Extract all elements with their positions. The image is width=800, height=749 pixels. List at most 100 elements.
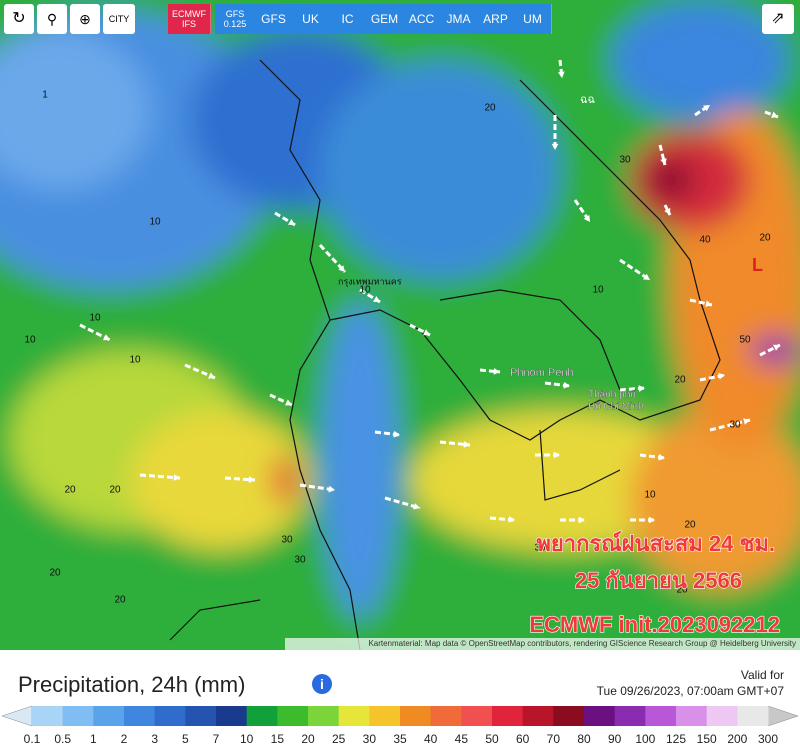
legend-swatch: [492, 706, 524, 726]
legend-label: 50: [485, 732, 499, 746]
wind-arrow: [694, 103, 711, 117]
legend-swatch: [400, 706, 432, 726]
legend-label: 200: [727, 732, 747, 746]
legend-label: 150: [697, 732, 717, 746]
wind-arrow-head: [248, 476, 255, 483]
contour-label: 20: [484, 103, 496, 114]
contour-label: 30: [281, 535, 293, 546]
legend-label: 125: [666, 732, 686, 746]
legend-swatch: [522, 706, 554, 726]
wind-arrow: [709, 418, 751, 432]
share-button[interactable]: ⇗: [762, 4, 794, 34]
wind-arrow: [439, 440, 471, 447]
legend-swatch: [676, 706, 708, 726]
legend-swatch: [154, 706, 186, 726]
wind-arrow-head: [393, 430, 400, 438]
contour-label: 40: [699, 235, 711, 246]
attribution: Kartenmaterial: Map data © OpenStreetMap…: [368, 639, 796, 648]
model-name: GFS: [261, 12, 286, 26]
model-sub: 0.125: [223, 19, 247, 29]
legend: 0.1 0.5 1 2 3 5 7 10 15 20 25 30 35 40 45 50 60 70 80 90 100…: [1, 705, 799, 746]
wind-arrow-head: [208, 372, 215, 379]
place-label: Phnom Penh: [510, 367, 574, 379]
legend-swatch: [308, 706, 340, 726]
legend-swatch: [124, 706, 156, 726]
model-button[interactable]: ACC: [403, 4, 441, 34]
legend-label: 0.1: [24, 732, 41, 746]
forecast-date: 25 กันยายน 2566: [575, 568, 742, 593]
location-button[interactable]: ⚲: [37, 4, 67, 34]
model-sub: IFS: [181, 19, 196, 29]
model-button[interactable]: GFS 0.125: [215, 4, 256, 34]
legend-swatch: [706, 706, 738, 726]
legend-swatch: [62, 706, 94, 726]
legend-label: 80: [577, 732, 591, 746]
zoom-button[interactable]: ⊕: [70, 4, 100, 34]
wind-arrow: [479, 368, 501, 374]
wind-arrow-head: [463, 441, 470, 448]
legend-swatch: [584, 706, 616, 726]
contour-label: 30: [294, 555, 306, 566]
footer-title: Precipitation, 24h (mm): [18, 672, 246, 697]
model-button[interactable]: GEM: [366, 4, 404, 34]
model-button[interactable]: IC: [329, 4, 367, 34]
contour-label: 30: [619, 155, 631, 166]
legend-label: 30: [363, 732, 377, 746]
low-marker: L: [752, 255, 763, 275]
contour-label: 20: [759, 233, 771, 244]
info-button[interactable]: i: [312, 674, 332, 694]
wind-arrow-head: [551, 143, 559, 150]
model-button[interactable]: GFS: [255, 4, 293, 34]
contour-label: 10: [592, 285, 604, 296]
legend-label: 15: [271, 732, 285, 746]
legend-swatch: [461, 706, 493, 726]
wind-arrow-head: [557, 71, 565, 78]
forecast-model: ECMWF init.2023092212: [529, 612, 780, 637]
valid-time: Tue 09/26/2023, 07:00am GMT+07: [596, 684, 784, 698]
wind-arrow-head: [638, 385, 645, 392]
toolbar: ↻ ⚲ ⊕ CITY ECMWF IFS GFS 0.125 GFS UK IC GEM ACC…: [0, 0, 800, 40]
wind-arrow-head: [578, 516, 585, 524]
legend-label: 7: [213, 732, 220, 746]
legend-swatch: [553, 706, 585, 726]
legend-label: 60: [516, 732, 530, 746]
city-button[interactable]: CITY: [103, 4, 135, 34]
wind-arrow-head: [338, 265, 345, 272]
legend-swatch: [93, 706, 125, 726]
legend-label: 10: [240, 732, 254, 746]
wind-arrow-head: [563, 381, 570, 389]
wind-arrow-head: [648, 516, 655, 524]
wind-arrow-head: [288, 218, 295, 225]
model-name: GFS: [225, 9, 245, 19]
wind-arrow-head: [373, 295, 380, 302]
legend-label: 20: [301, 732, 315, 746]
forecast-title: พยากรณ์ฝนสะสม 24 ชม.: [536, 531, 775, 556]
legend-high-arrow: [767, 705, 799, 727]
legend-swatch: [246, 706, 278, 726]
legend-label: 3: [151, 732, 158, 746]
legend-label: 25: [332, 732, 346, 746]
model-name: JMA: [446, 12, 471, 26]
legend-label: 5: [182, 732, 189, 746]
model-name: GEM: [370, 12, 399, 26]
model-button[interactable]: UM: [514, 4, 552, 34]
model-button[interactable]: UK: [292, 4, 330, 34]
contour-label: 50: [739, 335, 751, 346]
contour-label: 20: [49, 568, 61, 579]
refresh-button[interactable]: ↻: [4, 4, 34, 34]
model-name: IC: [341, 12, 354, 26]
legend-swatch: [369, 706, 401, 726]
legend-low-arrow: [1, 705, 33, 727]
contour-label: 20: [114, 595, 126, 606]
model-button[interactable]: ARP: [477, 4, 515, 34]
model-button[interactable]: JMA: [440, 4, 478, 34]
wind-arrow-head: [660, 158, 667, 165]
wind-arrow-head: [413, 503, 420, 510]
legend-label: 0.5: [54, 732, 71, 746]
contour-label: 1: [42, 90, 48, 101]
wind-arrow-head: [493, 368, 500, 375]
model-button[interactable]: ECMWF IFS: [168, 4, 211, 34]
contour-label: 20: [676, 585, 688, 596]
